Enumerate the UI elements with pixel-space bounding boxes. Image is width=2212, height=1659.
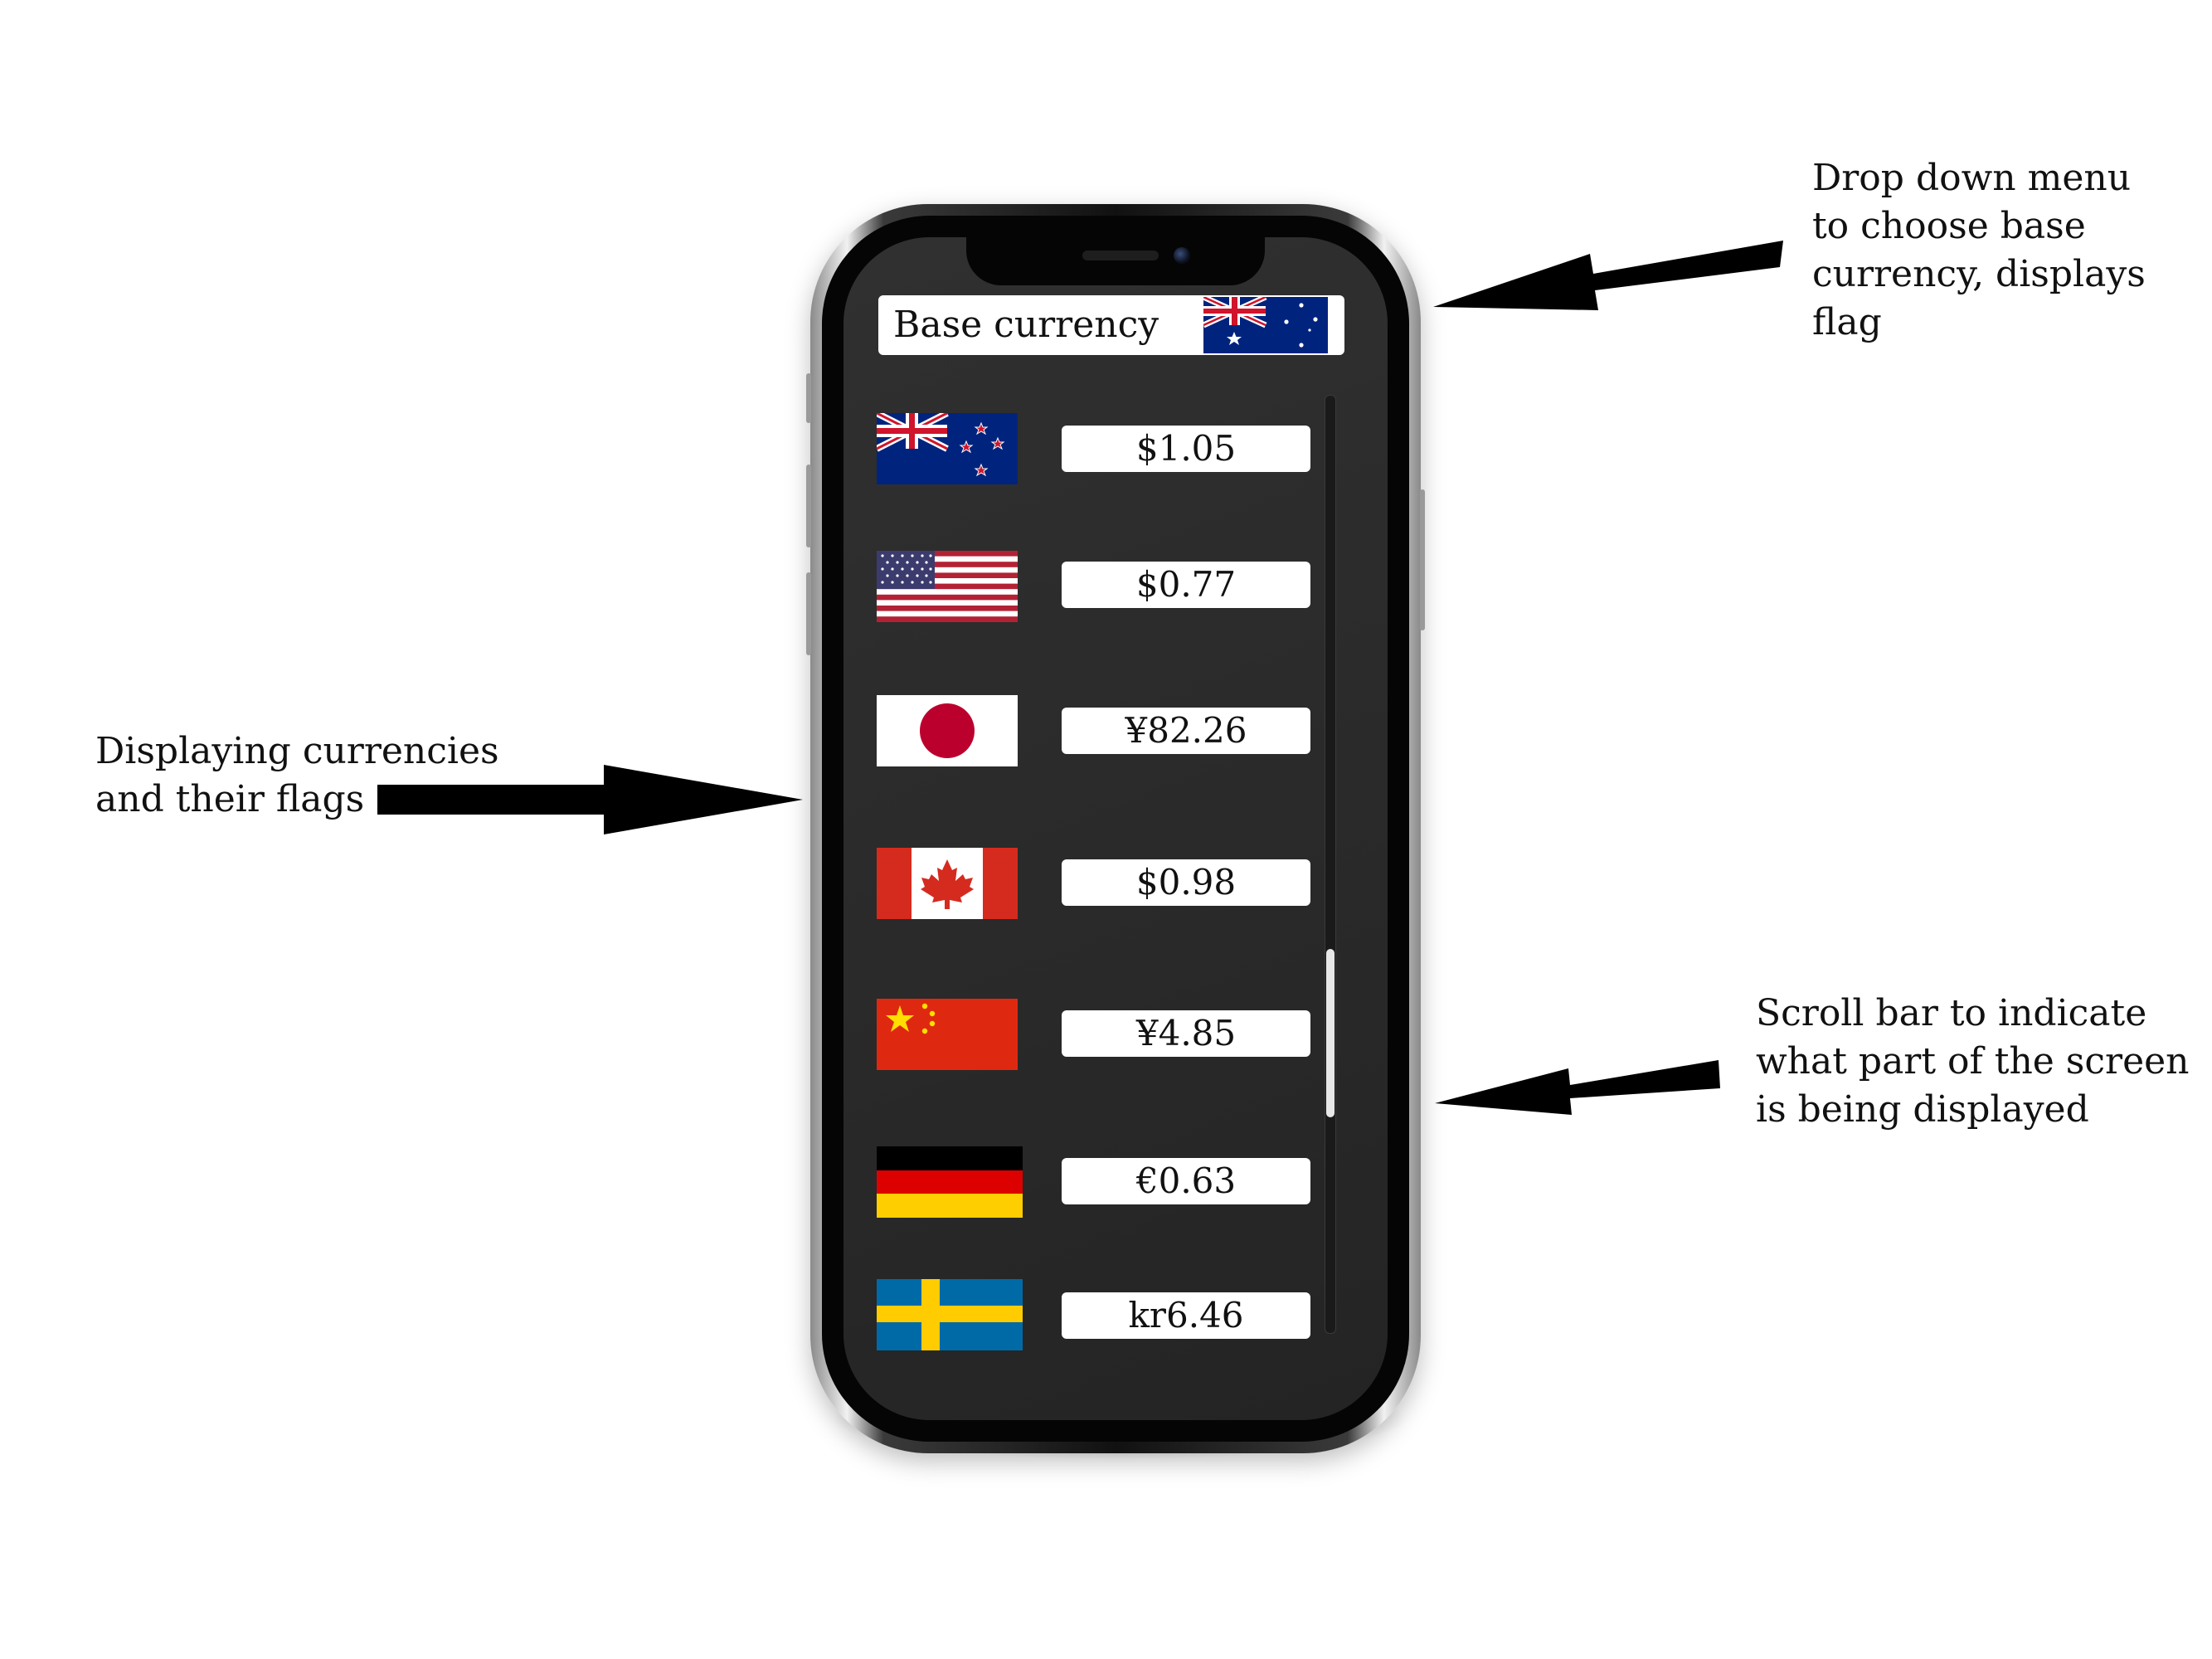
speaker-grille — [1082, 251, 1159, 260]
annotation-scrollbar: Scroll bar to indicate what part of the … — [1756, 992, 2190, 1131]
list-item: $1.05 — [877, 413, 1310, 488]
list-item: €0.63 — [877, 1146, 1310, 1221]
list-item: $0.98 — [877, 848, 1310, 922]
currency-value: $0.98 — [1062, 859, 1310, 906]
canada-flag-icon — [877, 848, 1018, 919]
scrollbar-thumb[interactable] — [1326, 949, 1334, 1117]
currency-value: €0.63 — [1062, 1158, 1310, 1204]
mute-switch — [806, 373, 811, 423]
china-flag-icon — [877, 999, 1018, 1070]
japan-flag-icon — [877, 695, 1018, 766]
currency-value: $1.05 — [1062, 426, 1310, 472]
arrow-to-currency-list — [377, 765, 803, 834]
power-button — [1420, 489, 1425, 630]
currency-value: kr6.46 — [1062, 1292, 1310, 1339]
front-camera — [1174, 247, 1190, 264]
currency-value: ¥82.26 — [1062, 708, 1310, 754]
annotation-currency-list: Displaying currencies and their flags — [95, 730, 499, 820]
notch — [966, 237, 1265, 285]
list-item: ¥82.26 — [877, 695, 1310, 770]
scrollbar-track[interactable] — [1325, 395, 1336, 1334]
new-zealand-flag-icon — [877, 413, 1018, 484]
list-item: $0.77 — [877, 551, 1310, 625]
arrow-to-scrollbar — [1435, 1060, 1720, 1115]
annotation-dropdown: Drop down menu to choose base currency, … — [1812, 157, 2146, 343]
volume-up-button — [806, 465, 811, 547]
phone-screen: Base currency — [843, 237, 1388, 1420]
currency-value: $0.77 — [1062, 562, 1310, 608]
base-currency-label: Base currency — [893, 304, 1159, 346]
arrow-to-dropdown — [1433, 241, 1783, 310]
united-states-flag-icon — [877, 551, 1018, 622]
volume-down-button — [806, 572, 811, 655]
australia-flag-icon — [1203, 297, 1328, 353]
germany-flag-icon — [877, 1146, 1023, 1218]
list-item: kr6.46 — [877, 1279, 1310, 1354]
base-currency-dropdown[interactable]: Base currency — [878, 295, 1344, 355]
currency-value: ¥4.85 — [1062, 1010, 1310, 1057]
list-item: ¥4.85 — [877, 999, 1310, 1073]
sweden-flag-icon — [877, 1279, 1023, 1350]
